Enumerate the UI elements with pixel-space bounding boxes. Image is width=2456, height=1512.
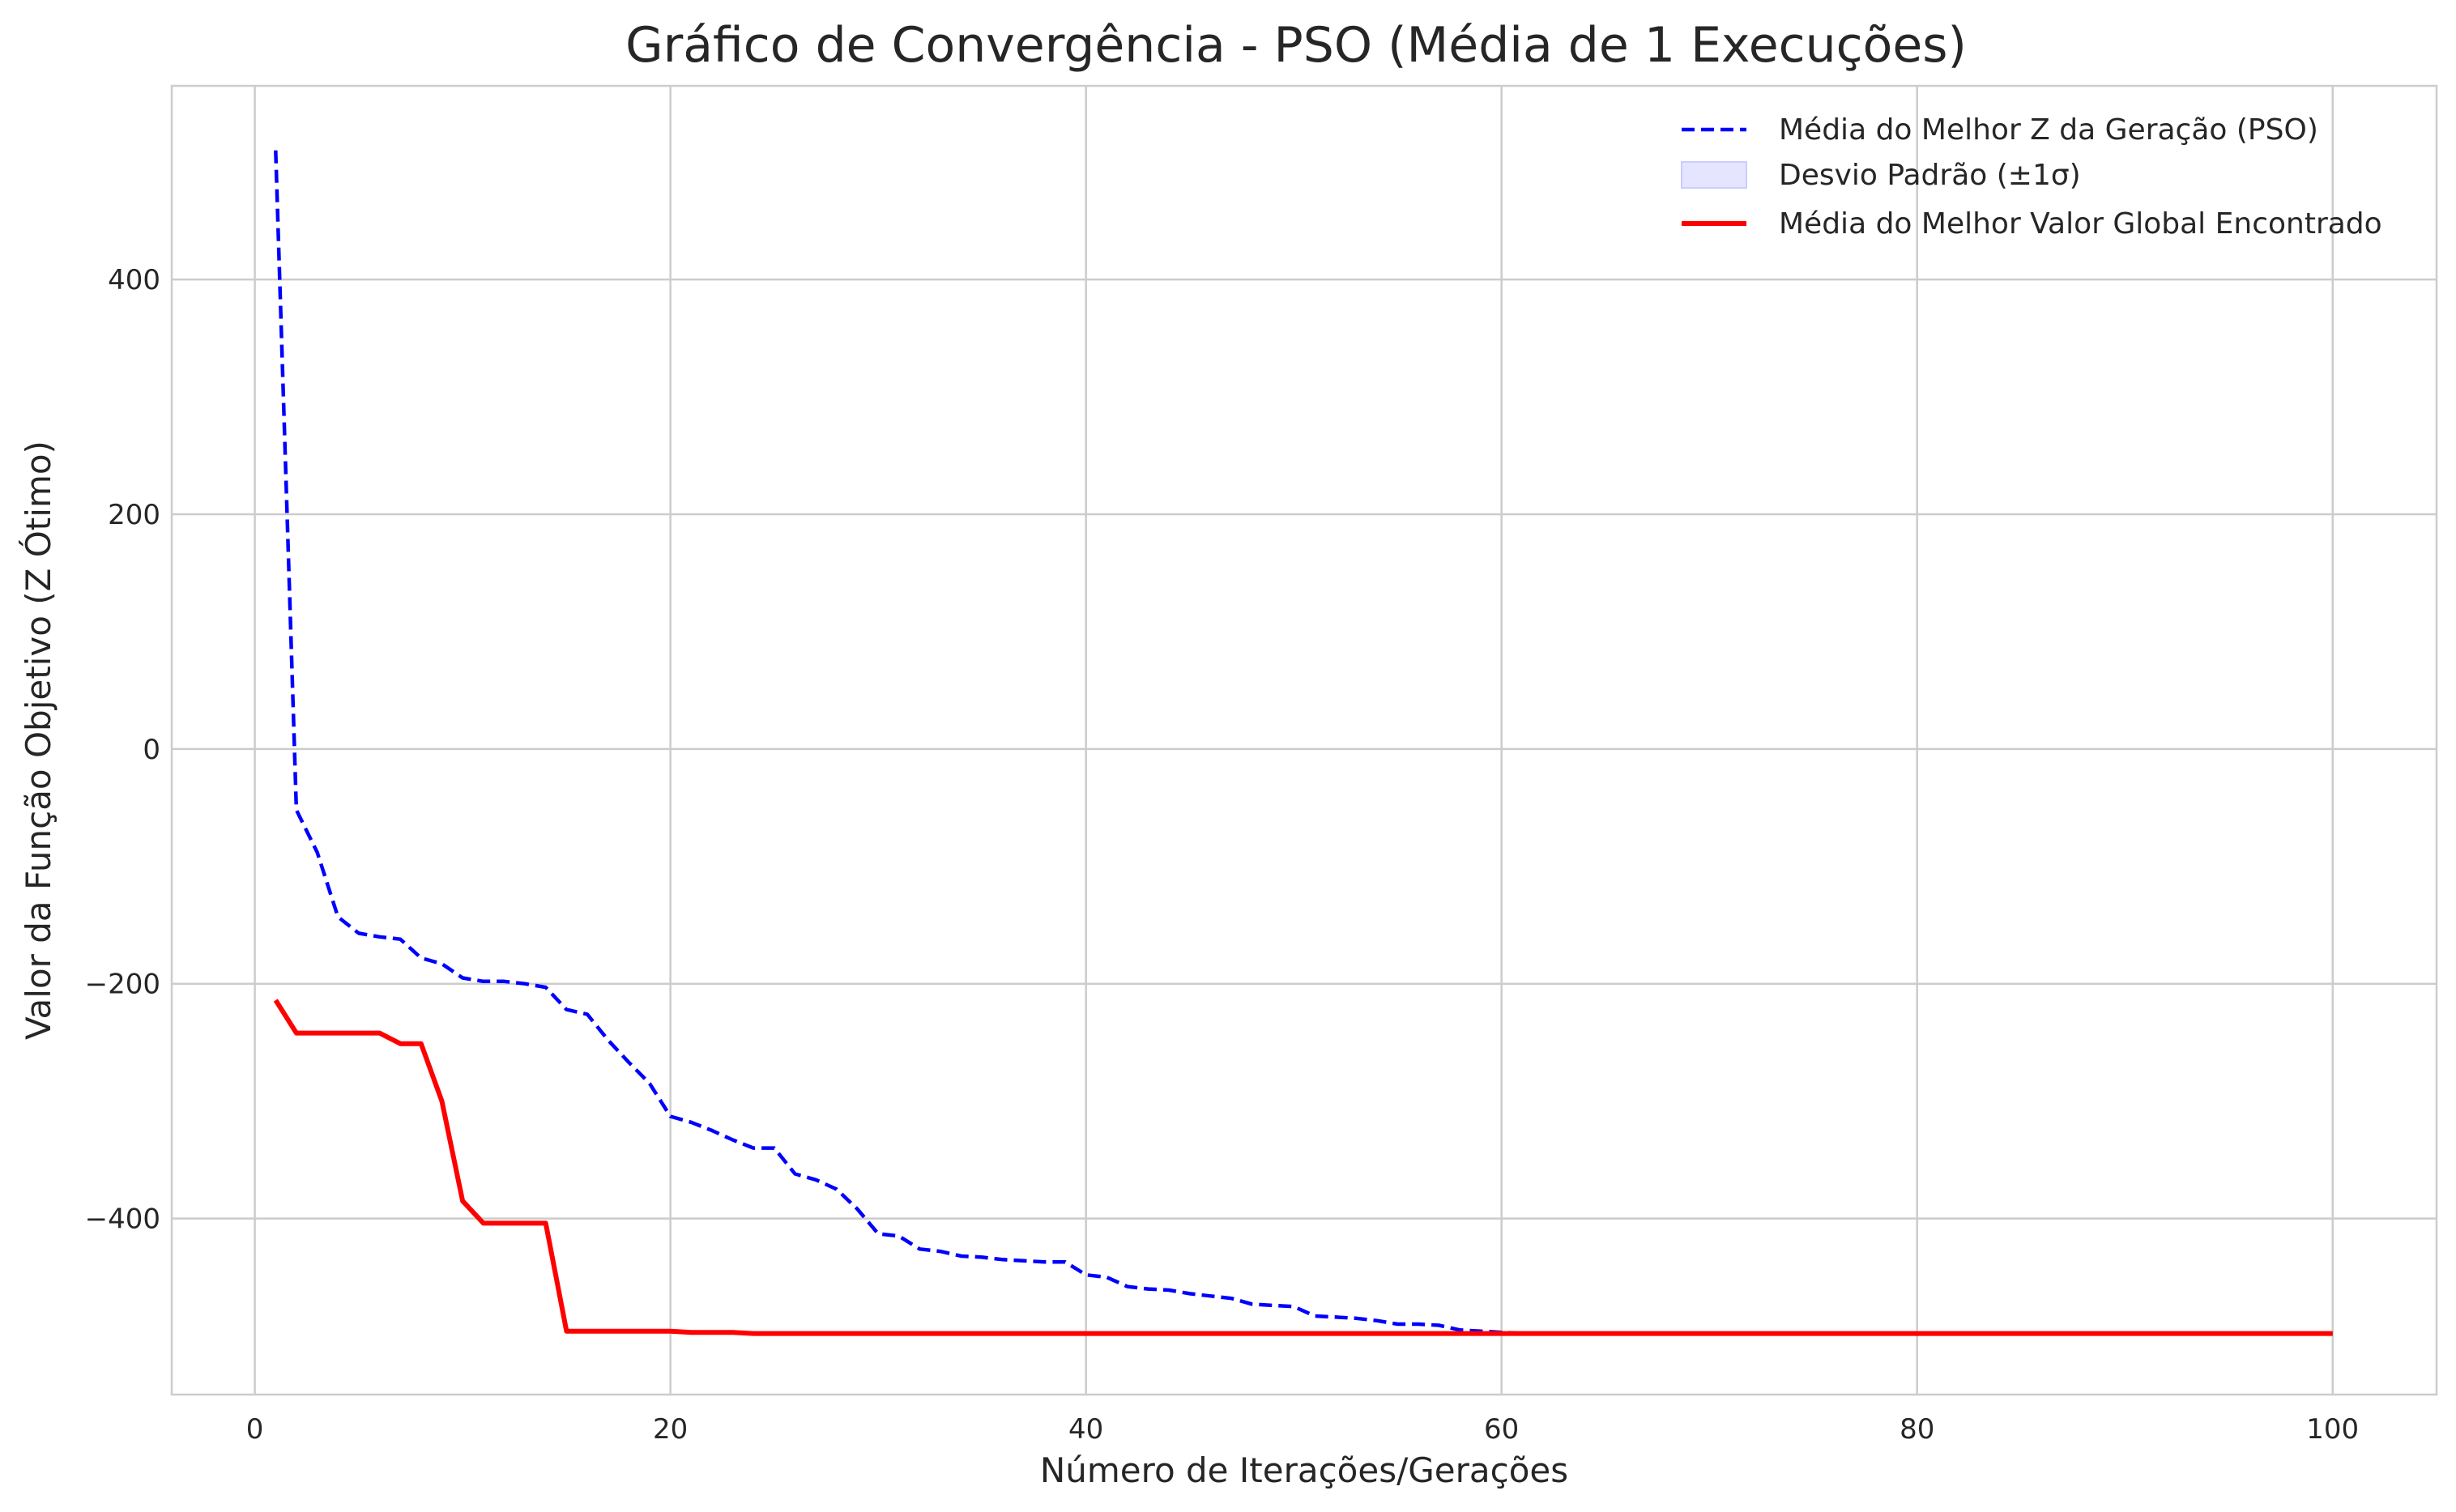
x-tick-label: 100 — [2306, 1413, 2359, 1446]
y-tick-label: 400 — [108, 264, 160, 296]
x-tick-label: 80 — [1900, 1413, 1934, 1446]
y-tick-labels: −400 −200 0 200 400 — [85, 264, 160, 1235]
x-tick-label: 40 — [1068, 1413, 1103, 1446]
chart-title: Gráfico de Convergência - PSO (Média de … — [625, 17, 1967, 74]
legend-label-std-dev: Desvio Padrão (±1σ) — [1779, 159, 2081, 192]
x-tick-label: 20 — [653, 1413, 688, 1446]
y-tick-label: −200 — [85, 969, 160, 1001]
series-line-global-best — [273, 999, 2333, 1336]
series-layer — [273, 150, 2333, 1336]
x-tick-labels: 0 20 40 60 80 100 — [246, 1413, 2359, 1446]
y-axis-label: Valor da Função Objetivo (Z Ótimo) — [18, 441, 58, 1040]
series-line-best-generation — [274, 150, 2333, 1335]
legend-label-global-best: Média do Melhor Valor Global Encontrado — [1779, 207, 2382, 241]
legend-swatch-std-dev — [1681, 161, 1747, 189]
x-tick-label: 60 — [1484, 1413, 1519, 1446]
y-tick-label: 200 — [108, 499, 160, 531]
x-axis-label: Número de Iterações/Gerações — [1040, 1450, 1568, 1490]
x-tick-label: 0 — [246, 1413, 264, 1446]
plot-frame — [170, 84, 2438, 1396]
grid-layer — [172, 86, 2437, 1395]
legend: Média do Melhor Z da Geração (PSO) Desvi… — [1681, 113, 2382, 241]
y-tick-label: 0 — [143, 734, 160, 766]
y-tick-label: −400 — [85, 1203, 160, 1236]
legend-label-best-generation: Média do Melhor Z da Geração (PSO) — [1779, 113, 2318, 147]
